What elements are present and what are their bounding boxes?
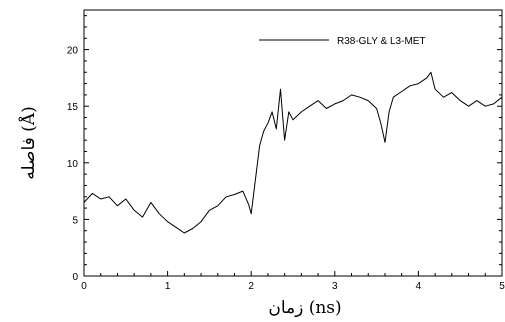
x-tick-label: 0	[81, 281, 87, 292]
series-layer	[83, 71, 503, 234]
x-axis-title: زمان (ns)	[268, 298, 341, 318]
y-tick-label: 15	[67, 102, 79, 113]
x-tick-label: 4	[416, 281, 422, 292]
legend-label: R38-GLY & L3-MET	[337, 36, 426, 47]
y-axis-title: فاصله (Å)	[18, 106, 39, 179]
legend: R38-GLY & L3-MET	[259, 36, 426, 47]
x-tick-label: 3	[332, 281, 338, 292]
x-tick-label: 2	[248, 281, 254, 292]
y-tick-label: 5	[72, 215, 78, 226]
axis-ticks: 0 1 2 3 4 5 0 5 10 15 20	[67, 15, 505, 292]
y-tick-label: 0	[72, 272, 78, 283]
x-tick-label: 1	[165, 281, 171, 292]
x-tick-label: 5	[499, 281, 505, 292]
y-tick-label: 10	[67, 159, 79, 170]
plot-frame	[83, 9, 503, 277]
y-tick-label: 20	[67, 46, 79, 57]
series-line-0	[83, 71, 503, 234]
